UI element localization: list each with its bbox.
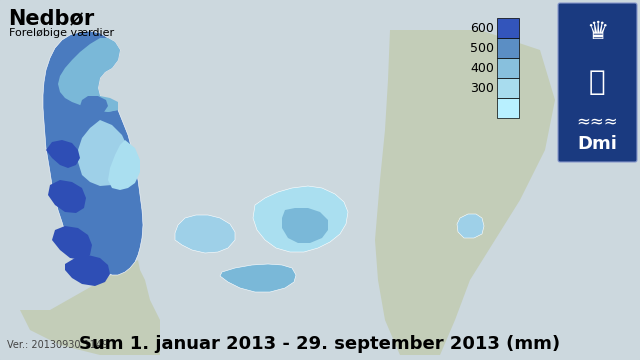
Text: 500: 500 — [470, 41, 494, 54]
Polygon shape — [220, 264, 296, 292]
Text: ≈≈≈: ≈≈≈ — [576, 112, 618, 130]
Text: Nedbør: Nedbør — [8, 8, 94, 28]
FancyBboxPatch shape — [558, 3, 637, 162]
Polygon shape — [43, 31, 143, 275]
Text: Sum 1. januar 2013 - 29. september 2013 (mm): Sum 1. januar 2013 - 29. september 2013 … — [79, 335, 561, 353]
Text: ⛈: ⛈ — [589, 68, 605, 96]
Polygon shape — [58, 38, 120, 112]
Polygon shape — [457, 214, 484, 238]
Text: Ver.: 20130930 1149: Ver.: 20130930 1149 — [7, 340, 108, 350]
Bar — [497, 38, 519, 58]
Polygon shape — [80, 96, 108, 114]
Text: 400: 400 — [470, 62, 494, 75]
Polygon shape — [20, 260, 160, 355]
Bar — [497, 18, 519, 38]
Text: Foreløbige værdier: Foreløbige værdier — [9, 28, 114, 38]
Polygon shape — [375, 30, 555, 355]
Text: ♛: ♛ — [586, 20, 608, 44]
Bar — [497, 58, 519, 78]
Bar — [497, 78, 519, 98]
Polygon shape — [108, 140, 140, 190]
Polygon shape — [175, 215, 235, 253]
Polygon shape — [253, 186, 348, 252]
Polygon shape — [282, 208, 328, 243]
Polygon shape — [65, 255, 110, 286]
Polygon shape — [72, 86, 118, 112]
Polygon shape — [46, 140, 80, 168]
Polygon shape — [78, 120, 130, 186]
Polygon shape — [48, 180, 86, 213]
Text: Dmi: Dmi — [577, 135, 617, 153]
Polygon shape — [52, 226, 92, 260]
Bar — [497, 98, 519, 118]
Text: 600: 600 — [470, 22, 494, 35]
Text: 300: 300 — [470, 81, 494, 94]
